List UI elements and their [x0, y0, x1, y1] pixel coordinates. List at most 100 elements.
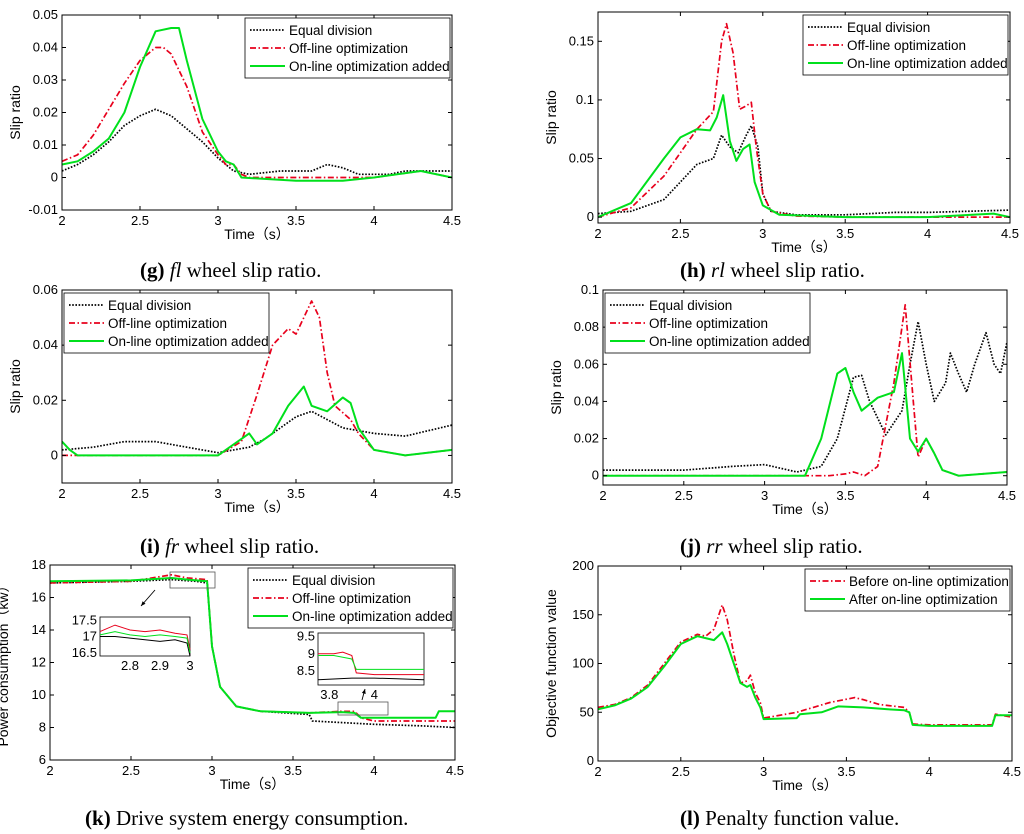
inset-chart: 3.8 4 8.5 9 9.5: [297, 628, 425, 702]
series-line-on-line-optimization-added: [62, 27, 452, 182]
y-tick-label: 0.03: [33, 72, 58, 87]
y-axis-label: Slip ratio: [7, 85, 23, 140]
inset-y-tick-label: 17.5: [72, 612, 97, 627]
series-line-equal-division: [598, 124, 1010, 216]
chart-g: 2 2.5 3 3.5 4 4.5 -0.01 0 0.01 0.02 0.03 0.04 0.05 Ti…: [7, 7, 461, 242]
x-tick-label: 3.5: [287, 213, 305, 228]
y-axis-label: Power consumption（kw）: [0, 578, 11, 746]
x-tick-label: 4: [924, 226, 931, 241]
x-tick-label: 4: [926, 764, 933, 779]
x-tick-label: 2: [594, 226, 601, 241]
y-tick-label: 0: [592, 468, 599, 483]
x-tick-label: 2.5: [131, 486, 149, 501]
chart-l: 2 2.5 3 3.5 4 4.5 0 50 100 150 200 Time（s） Objective…: [543, 558, 1021, 793]
chart-h: 2 2.5 3 3.5 4 4.5 0 0.05 0.1 0.15 Time（s） Slip rati…: [543, 11, 1019, 255]
zoom-arrow-head: [141, 601, 146, 606]
y-tick-label: -0.01: [28, 202, 58, 217]
y-tick-label: 200: [572, 558, 594, 573]
panel-caption-text: wheel slip ratio.: [181, 258, 322, 282]
y-tick-label: 0: [587, 753, 594, 768]
panel-caption-k: (k) Drive system energy consumption.: [85, 806, 409, 830]
panel-caption-text: wheel slip ratio.: [179, 534, 320, 558]
legend: Equal division Off-line optimization On-li…: [802, 14, 1009, 76]
series-line-before-on-line-optimization: [598, 604, 1012, 726]
x-tick-label: 2: [46, 763, 53, 778]
series-line-equal-division: [62, 410, 452, 454]
legend-entry: Off-line optimization: [292, 591, 411, 606]
series-line-off-line-optimization: [62, 46, 452, 179]
legend-entry: Off-line optimization: [847, 38, 966, 53]
y-tick-label: 0.04: [33, 40, 58, 55]
x-tick-label: 4.5: [998, 488, 1016, 503]
legend: Equal division Off-line optimization On-li…: [247, 567, 454, 629]
panel-caption-g: (g) fl wheel slip ratio.: [140, 258, 322, 282]
zoom-region-box: [169, 571, 216, 589]
y-tick-label: 0.04: [33, 337, 58, 352]
inset-series-line: [99, 624, 191, 650]
inset-chart: 2.8 2.9 3 16.517 17.5: [72, 612, 194, 673]
x-tick-label: 3: [214, 486, 221, 501]
zoom-arrow-head: [361, 689, 366, 694]
x-tick-label: 2.5: [675, 488, 693, 503]
x-axis-label: Time（s）: [224, 226, 290, 242]
series-line-after-on-line-optimization: [598, 631, 1012, 727]
panel-caption-j: (j) rr wheel slip ratio.: [680, 534, 863, 558]
x-tick-label: 3: [214, 213, 221, 228]
panel-caption-l: (l) Penalty function value.: [680, 806, 900, 830]
x-tick-label: 3.5: [836, 226, 854, 241]
x-tick-label: 3.5: [287, 486, 305, 501]
x-tick-label: 3: [208, 763, 215, 778]
x-tick-label: 4.5: [1003, 764, 1021, 779]
y-tick-label: 18: [32, 557, 46, 572]
plot-frame: [597, 11, 1011, 224]
series-line-on-line-optimization-added: [598, 94, 1010, 219]
x-tick-label: 2: [58, 486, 65, 501]
inset-x-tick-label: 3.8: [320, 687, 338, 702]
y-tick-label: 10: [32, 687, 46, 702]
inset-y-tick-label: 16.5: [72, 645, 97, 660]
x-axis-label: Time（s）: [772, 777, 838, 793]
inset-series-line: [100, 636, 191, 657]
x-tick-label: 4: [370, 486, 377, 501]
y-tick-label: 0.05: [569, 151, 594, 166]
x-tick-label: 2.5: [671, 226, 689, 241]
x-axis-label: Time（s）: [224, 499, 290, 515]
inset-y-tick-label: 9: [308, 646, 315, 661]
panel-caption-i: (i) fr wheel slip ratio.: [140, 534, 320, 558]
y-tick-label: 0.08: [574, 319, 599, 334]
y-tick-label: 0: [51, 170, 58, 185]
legend-entry: Off-line optimization: [108, 316, 227, 331]
plot-frame: [602, 289, 1008, 486]
x-tick-label: 2.5: [122, 763, 140, 778]
y-tick-label: 0.05: [33, 7, 58, 22]
legend-entry: On-line optimization added: [108, 334, 269, 349]
chart-i: 2 2.5 3 3.5 4 4.5 0 0.02 0.04 0.06 Time（s） Slip rat…: [7, 282, 461, 515]
inset-y-tick-label: 8.5: [297, 663, 315, 678]
series-line-equal-division: [62, 108, 452, 176]
legend-entry: After on-line optimization: [849, 592, 998, 607]
panel-subject: rl: [710, 258, 725, 282]
panel-letter: j: [687, 534, 694, 558]
panel-subject: fl: [169, 258, 182, 282]
y-tick-label: 0.1: [576, 92, 594, 107]
series-line-on-line-optimization-added: [50, 577, 455, 719]
legend-entry: Equal division: [292, 573, 375, 588]
y-tick-label: 0.02: [574, 431, 599, 446]
plot-frame: [61, 289, 453, 484]
legend-box: [804, 568, 1011, 612]
series-line-on-line-optimization-added: [62, 385, 452, 457]
legend-entry: Equal division: [108, 298, 191, 313]
x-tick-label: 2.5: [672, 764, 690, 779]
x-tick-label: 3: [759, 226, 766, 241]
panel-letter: h: [687, 258, 699, 282]
legend: Equal division Off-line optimization On-li…: [244, 17, 451, 79]
y-tick-label: 100: [572, 656, 594, 671]
x-axis-label: Time（s）: [771, 239, 837, 255]
legend: Equal division Off-line optimization On-li…: [63, 292, 270, 354]
series-line-on-line-optimization-added: [603, 352, 1007, 477]
y-tick-label: 0.01: [33, 137, 58, 152]
y-tick-label: 0.1: [581, 282, 599, 297]
panel-letter: k: [92, 806, 104, 830]
y-tick-label: 8: [39, 720, 46, 735]
